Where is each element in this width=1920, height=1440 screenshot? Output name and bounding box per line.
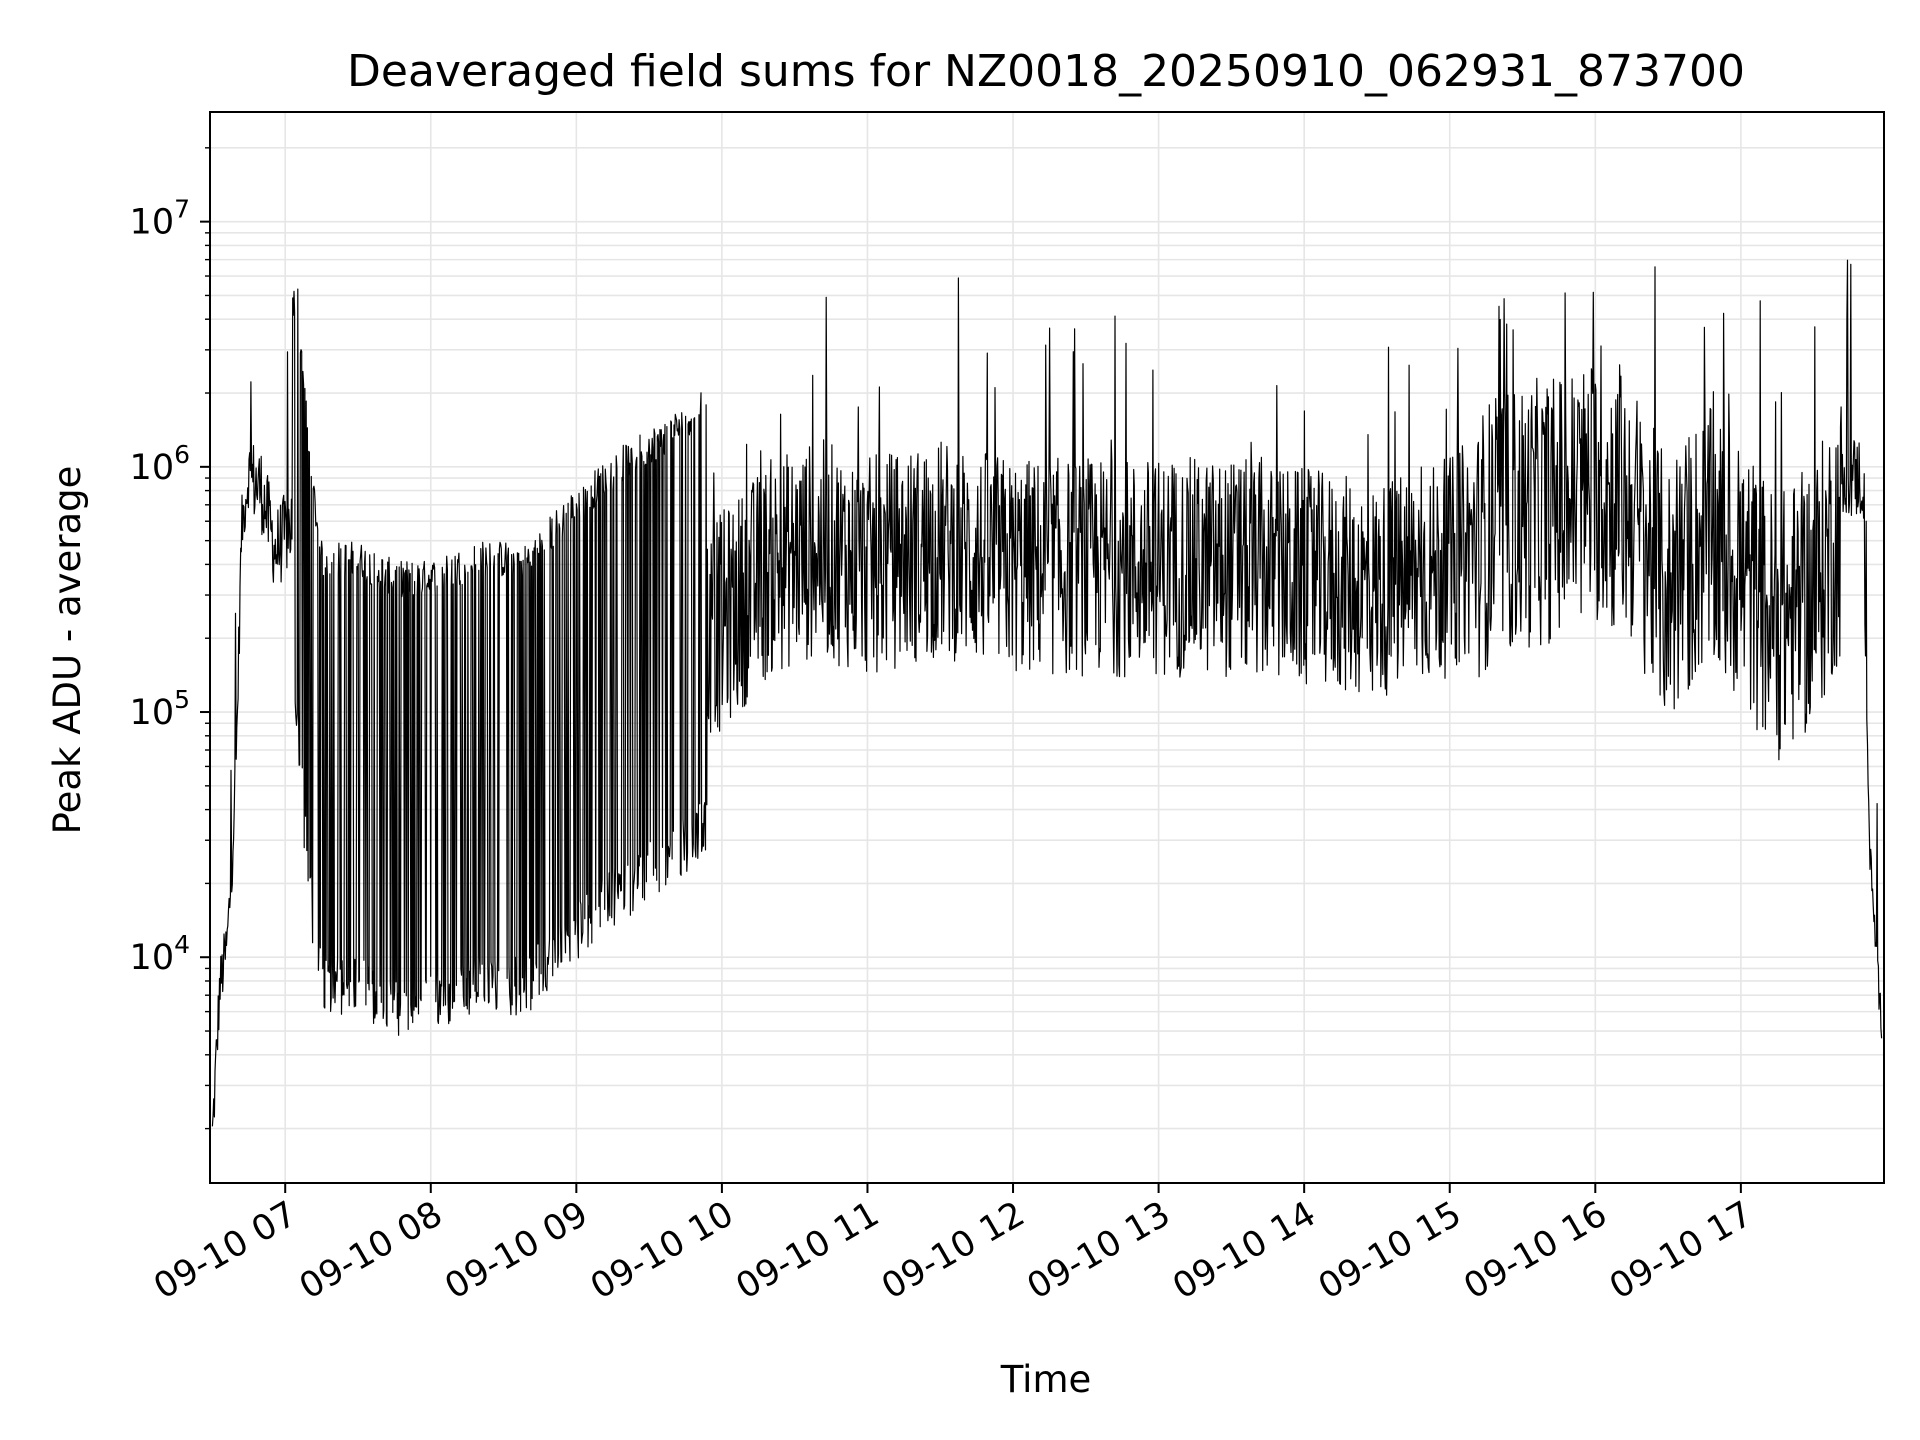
series-layer	[211, 259, 1883, 1127]
y-tick-label: 105	[130, 685, 190, 733]
chart-title: Deaveraged field sums for NZ0018_2025091…	[347, 46, 1745, 97]
minor-gridlines	[210, 147, 1884, 1130]
y-tick-label: 106	[130, 440, 190, 488]
series-line	[211, 259, 1883, 1127]
y-tick-label: 104	[130, 930, 190, 978]
x-axis-label: Time	[1000, 1358, 1092, 1401]
y-axis-ticks: 104 105 106 107	[130, 147, 210, 1130]
y-axis-label: Peak ADU - average	[46, 466, 89, 835]
plot-frame	[209, 111, 1885, 1184]
major-gridlines	[210, 112, 1884, 1183]
y-tick-label: 107	[130, 195, 190, 243]
